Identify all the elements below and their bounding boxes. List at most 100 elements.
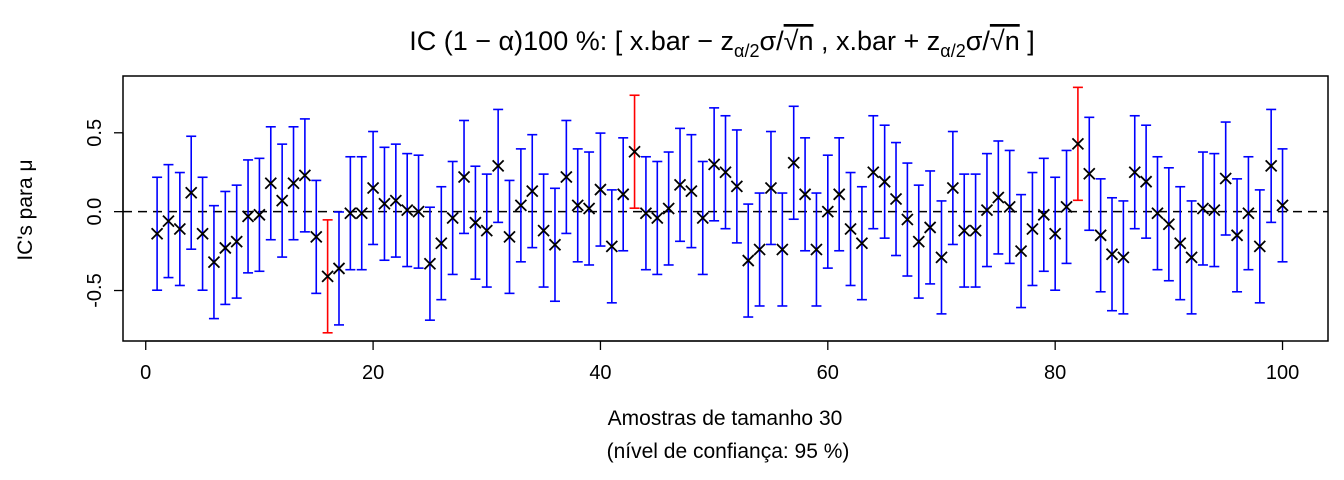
interval-77: [1014, 193, 1028, 309]
sample-mean-point: [401, 203, 414, 217]
interval-75: [992, 140, 1005, 255]
interval-54: [753, 192, 766, 307]
title-sqrt-2: √n: [990, 26, 1020, 56]
interval-96: [1230, 178, 1244, 293]
sample-mean-point: [219, 241, 232, 255]
interval-57: [787, 105, 800, 221]
sample-mean-point: [958, 224, 971, 237]
interval-33: [514, 148, 528, 263]
interval-38: [571, 148, 584, 263]
sample-mean-point: [469, 216, 482, 229]
sample-mean-point: [685, 185, 698, 198]
interval-12: [276, 143, 289, 258]
interval-20: [366, 130, 380, 246]
interval-67: [901, 162, 914, 277]
sample-mean-point: [264, 177, 277, 190]
interval-62: [844, 171, 857, 287]
interval-69: [923, 170, 937, 285]
sample-mean-point: [753, 243, 766, 256]
sample-mean-point: [457, 170, 471, 184]
interval-45: [651, 160, 664, 276]
sample-mean-point: [889, 192, 903, 206]
interval-85: [1105, 196, 1119, 312]
interval-9: [241, 159, 255, 274]
interval-49: [696, 160, 709, 276]
sample-mean-point: [798, 188, 812, 201]
interval-98: [1253, 189, 1266, 304]
interval-72: [958, 173, 971, 288]
interval-2: [162, 163, 175, 279]
interval-78: [1026, 171, 1039, 287]
x-tick-label: 100: [1266, 362, 1299, 384]
y-tick-label: 0.0: [84, 198, 106, 226]
x-tick-label: 60: [817, 362, 839, 384]
interval-89: [1151, 155, 1164, 271]
interval-28: [457, 119, 471, 235]
chart-title: IC (1 − α)100 %: [ x.bar − zα/2σ/√n , x.…: [409, 26, 1034, 61]
x-tick-label: 0: [140, 362, 151, 384]
interval-52: [730, 129, 744, 244]
interval-92: [1185, 200, 1198, 315]
interval-40: [594, 132, 607, 247]
sample-mean-point: [310, 230, 323, 244]
x-tick-label: 20: [362, 362, 384, 384]
interval-93: [1196, 151, 1210, 266]
interval-31: [492, 108, 505, 224]
interval-50: [707, 107, 721, 222]
sample-mean-point: [867, 166, 880, 179]
sample-mean-point: [594, 183, 607, 196]
interval-64: [867, 114, 880, 230]
sample-mean-point: [276, 194, 289, 207]
interval-86: [1117, 200, 1130, 315]
y-tick-label: -0.5: [84, 273, 106, 307]
x-axis-sublabel: (nível de confiança: 95 %): [607, 440, 850, 463]
sample-mean-point: [833, 188, 846, 201]
interval-81: [1060, 149, 1073, 265]
title-mid-1: σ/: [759, 26, 784, 56]
y-tick-label: 0.5: [84, 119, 106, 147]
sample-mean-point: [696, 211, 709, 225]
sample-mean-point: [1265, 159, 1278, 173]
title-sqrt-1: √n: [784, 26, 814, 56]
sample-mean-point: [412, 205, 425, 218]
sample-mean-point: [355, 207, 368, 220]
interval-21: [378, 146, 391, 262]
interval-91: [1174, 185, 1187, 301]
interval-80: [1049, 176, 1062, 292]
sample-mean-point: [1162, 218, 1175, 231]
sample-mean-point: [298, 169, 312, 182]
sample-mean-point: [1253, 240, 1266, 253]
sample-mean-point: [1117, 251, 1130, 264]
sample-mean-point: [1060, 200, 1073, 214]
interval-10: [253, 157, 266, 273]
sample-mean-point: [992, 191, 1005, 204]
interval-3: [173, 171, 186, 287]
sample-mean-point: [526, 185, 539, 198]
interval-71: [946, 130, 959, 246]
interval-83: [1083, 116, 1096, 232]
sample-mean-point: [1094, 229, 1107, 242]
interval-25: [423, 206, 437, 321]
interval-47: [673, 127, 687, 243]
sample-mean-point: [707, 158, 721, 171]
sample-mean-point: [742, 254, 755, 267]
interval-74: [980, 152, 994, 268]
sample-mean-point: [1105, 248, 1119, 261]
interval-60: [821, 154, 834, 269]
interval-82: [1071, 86, 1085, 202]
title-prefix: IC: [409, 26, 444, 56]
sample-mean-point: [844, 222, 857, 236]
interval-65: [878, 124, 891, 239]
interval-5: [196, 176, 209, 292]
sample-mean-point: [673, 178, 687, 191]
interval-90: [1162, 167, 1175, 282]
x-tick-label: 40: [589, 362, 611, 384]
y-axis-label: IC's para μ: [14, 159, 37, 260]
sample-mean-point: [287, 177, 300, 190]
sample-mean-point: [1276, 199, 1289, 212]
interval-61: [833, 137, 846, 252]
interval-6: [207, 204, 221, 320]
sample-mean-point: [1151, 207, 1164, 220]
sample-mean-point: [230, 235, 243, 248]
